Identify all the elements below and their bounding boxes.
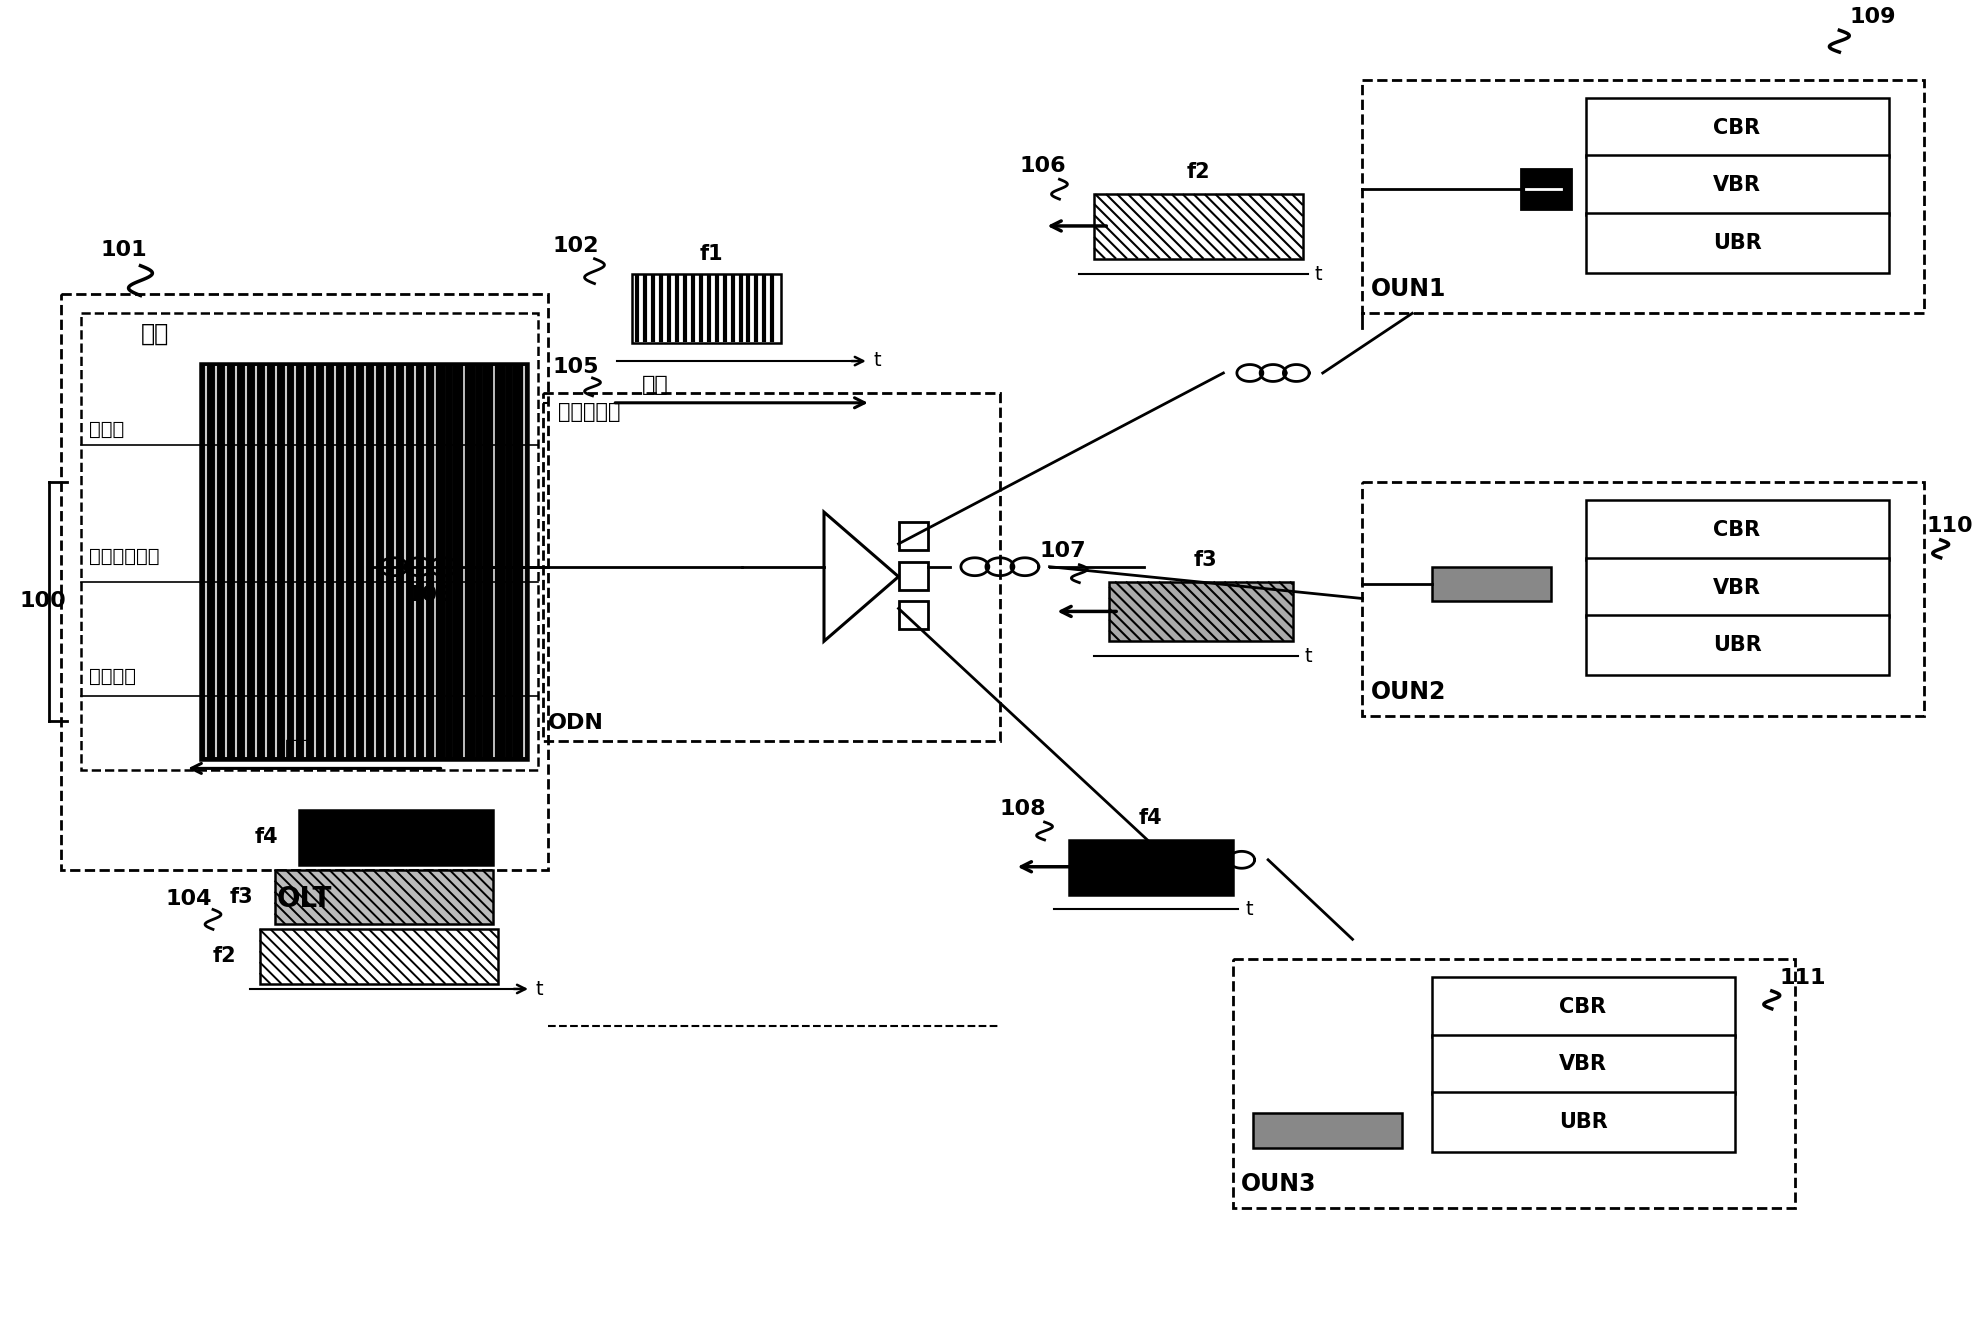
Text: 111: 111 — [1779, 968, 1827, 988]
Text: OLT: OLT — [277, 884, 332, 912]
Bar — [1069, 841, 1233, 895]
Text: t: t — [536, 980, 544, 999]
Text: 局端: 局端 — [141, 322, 168, 346]
Text: 103: 103 — [408, 585, 453, 605]
Text: 有线电视: 有线电视 — [89, 666, 137, 685]
Bar — [1433, 978, 1736, 1036]
Text: f2: f2 — [214, 946, 237, 966]
Bar — [1522, 169, 1571, 209]
Bar — [1585, 98, 1890, 157]
Bar — [200, 363, 528, 761]
Bar — [1362, 483, 1924, 716]
Text: f4: f4 — [255, 827, 279, 847]
Text: VBR: VBR — [1714, 577, 1761, 597]
Text: 109: 109 — [1848, 7, 1896, 28]
Bar — [259, 930, 499, 984]
Text: f3: f3 — [230, 887, 253, 907]
Bar — [1585, 557, 1890, 617]
Bar — [1233, 959, 1795, 1208]
Text: 106: 106 — [1019, 157, 1067, 177]
Bar — [1362, 80, 1924, 314]
Bar — [1433, 567, 1552, 601]
Bar — [275, 870, 493, 924]
Text: 城域网: 城域网 — [89, 420, 125, 439]
Bar — [61, 294, 548, 870]
Bar — [1433, 1092, 1736, 1152]
Text: CBR: CBR — [1714, 117, 1761, 137]
Bar — [81, 314, 538, 770]
Text: UBR: UBR — [1559, 1112, 1607, 1132]
Text: VBR: VBR — [1714, 176, 1761, 196]
Text: 108: 108 — [999, 799, 1047, 819]
Bar — [1585, 213, 1890, 273]
Text: f1: f1 — [701, 243, 724, 263]
Bar — [1108, 581, 1292, 641]
Bar — [898, 521, 928, 549]
Text: t: t — [873, 351, 881, 370]
Text: f4: f4 — [1140, 809, 1164, 829]
Text: 110: 110 — [1928, 516, 1973, 536]
Bar — [1094, 194, 1302, 259]
Text: OUN3: OUN3 — [1241, 1172, 1316, 1196]
Text: VBR: VBR — [1559, 1055, 1607, 1075]
Bar — [1433, 1035, 1736, 1095]
Text: t: t — [1304, 648, 1312, 666]
Bar — [1585, 616, 1890, 676]
Text: CBR: CBR — [1714, 520, 1761, 540]
Text: 104: 104 — [166, 888, 212, 908]
Text: f3: f3 — [1193, 549, 1217, 569]
Bar — [1253, 1113, 1403, 1148]
Text: UBR: UBR — [1712, 636, 1761, 656]
Text: t: t — [1245, 900, 1253, 919]
Bar — [631, 274, 782, 343]
Bar — [898, 561, 928, 589]
Text: ODN: ODN — [548, 713, 604, 733]
Text: 107: 107 — [1039, 541, 1086, 561]
Text: 上行: 上行 — [285, 739, 311, 759]
Text: 下行: 下行 — [643, 375, 669, 395]
Bar — [542, 392, 999, 741]
Bar — [299, 810, 493, 865]
Text: 102: 102 — [552, 235, 600, 255]
Text: 分波合波器: 分波合波器 — [558, 402, 619, 422]
Text: 101: 101 — [101, 239, 146, 259]
Bar — [1585, 500, 1890, 560]
Text: OUN1: OUN1 — [1369, 278, 1447, 302]
Text: 视频点播中心: 视频点播中心 — [89, 547, 160, 567]
Text: CBR: CBR — [1559, 998, 1607, 1017]
Bar — [898, 601, 928, 629]
Text: UBR: UBR — [1712, 233, 1761, 253]
Text: 105: 105 — [552, 356, 600, 376]
Text: f2: f2 — [1187, 162, 1211, 182]
Text: t: t — [1314, 265, 1322, 283]
Text: 100: 100 — [20, 592, 65, 612]
Text: OUN2: OUN2 — [1369, 680, 1447, 704]
Bar — [1585, 156, 1890, 215]
